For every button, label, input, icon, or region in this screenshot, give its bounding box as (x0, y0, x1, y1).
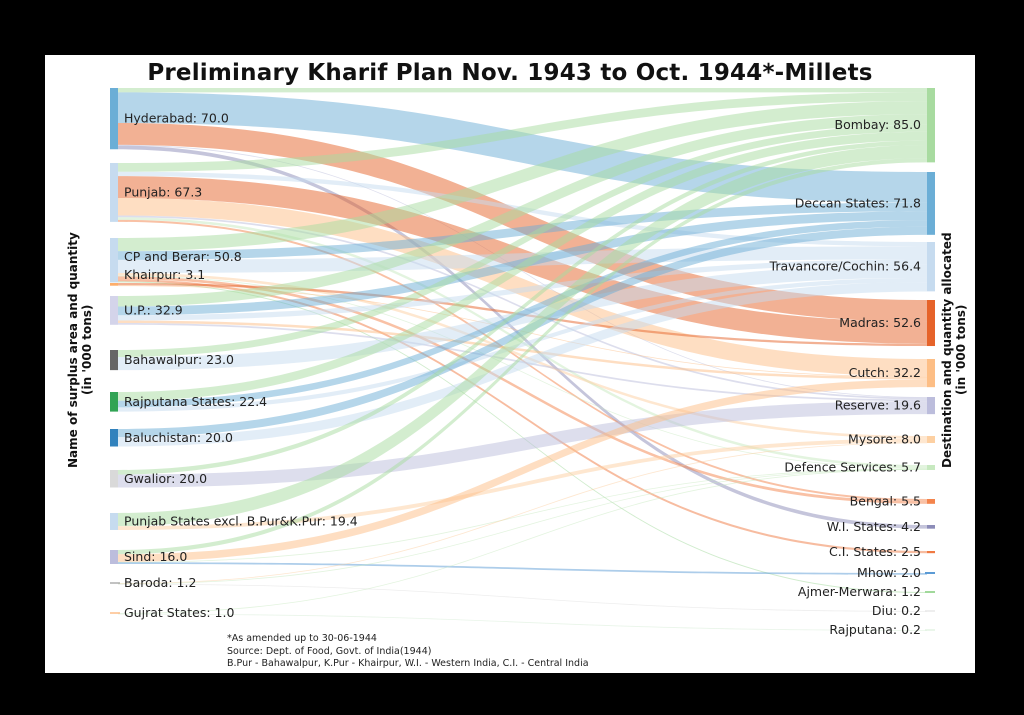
target-label: Diu: 0.2 (872, 603, 921, 618)
sankey-link (118, 320, 927, 380)
sankey-link (118, 379, 927, 562)
target-label: Madras: 52.6 (839, 315, 921, 330)
footnote-amended: *As amended up to 30-06-1944 (227, 633, 377, 644)
sankey-labels: Hyderabad: 70.0 Punjab: 67.3 CP and Berar:… (124, 111, 921, 637)
sankey-link (118, 202, 927, 260)
target-label: Bengal: 5.5 (850, 493, 921, 508)
footnotes: *As amended up to 30-06-1944 Source: Dep… (227, 633, 589, 671)
sankey-link (118, 562, 927, 575)
sankey-link (118, 438, 927, 530)
footnote-abbreviations: B.Pur - Bahawalpur, K.Pur - Khairpur, W.… (227, 658, 589, 669)
target-node[interactable] (927, 242, 935, 292)
sankey-link (118, 114, 927, 307)
target-label: Rajputana: 0.2 (829, 622, 921, 637)
source-node[interactable] (110, 350, 118, 371)
source-label: Hyderabad: 70.0 (124, 111, 229, 126)
target-label: Travancore/Cochin: 56.4 (769, 259, 921, 274)
source-node[interactable] (110, 296, 118, 325)
sankey-link (118, 158, 927, 555)
target-label: Bombay: 85.0 (835, 117, 922, 132)
target-label: Defence Services: 5.7 (784, 459, 921, 474)
sankey-link (118, 279, 927, 554)
source-label: Khairpur: 3.1 (124, 267, 205, 282)
source-node[interactable] (110, 163, 118, 222)
source-label: U.P.: 32.9 (124, 302, 183, 317)
source-label: Rajputana States: 22.4 (124, 394, 267, 409)
sankey-links (118, 88, 927, 631)
target-node[interactable] (927, 551, 935, 554)
sankey-link (118, 140, 927, 475)
sankey-link (118, 131, 927, 401)
target-node[interactable] (927, 300, 935, 347)
target-node[interactable] (927, 525, 935, 529)
target-label: C.I. States: 2.5 (829, 544, 921, 559)
sankey-link (118, 401, 927, 488)
sankey-nodes (110, 88, 935, 631)
target-label: Ajmer-Merwara: 1.2 (798, 584, 921, 599)
sankey-link (118, 281, 927, 594)
target-node[interactable] (927, 499, 935, 504)
source-label: Baroda: 1.2 (124, 575, 196, 590)
target-node[interactable] (927, 397, 935, 415)
target-label: Mhow: 2.0 (857, 565, 921, 580)
sankey-link (118, 282, 927, 447)
sankey-link (118, 276, 927, 504)
source-node[interactable] (110, 550, 118, 564)
source-node[interactable] (110, 88, 118, 150)
sankey-link (118, 145, 927, 527)
sankey-link (118, 468, 927, 563)
source-label: CP and Berar: 50.8 (124, 249, 242, 264)
source-node[interactable] (110, 392, 118, 412)
source-node[interactable] (110, 513, 118, 530)
sankey-link (118, 92, 927, 172)
target-label: Cutch: 32.2 (849, 365, 921, 380)
sankey-link (118, 442, 927, 584)
sankey-link (118, 92, 927, 203)
sankey-link (118, 613, 927, 631)
sankey-link (118, 124, 927, 357)
footnote-source: Source: Dept. of Food, Govt. of India(19… (227, 645, 432, 657)
sankey-link (118, 123, 927, 322)
source-label: Baluchistan: 20.0 (124, 430, 233, 445)
target-label: W.I. States: 4.2 (827, 519, 921, 534)
source-node[interactable] (110, 238, 118, 283)
sankey-link (118, 101, 927, 252)
sankey-link (118, 277, 927, 412)
source-node[interactable] (110, 283, 118, 286)
target-label: Mysore: 8.0 (848, 432, 921, 447)
target-label: Reserve: 19.6 (835, 398, 921, 413)
target-node[interactable] (927, 359, 935, 388)
sankey-link (118, 583, 927, 612)
target-node[interactable] (927, 172, 935, 235)
sankey-link (118, 469, 927, 614)
source-label: Gwalior: 20.0 (124, 471, 207, 486)
sankey-link (118, 198, 927, 377)
chart-title: Preliminary Kharif Plan Nov. 1943 to Oct… (147, 60, 873, 86)
source-label: Sind: 16.0 (124, 549, 187, 564)
sankey-link (118, 468, 927, 585)
target-label: Deccan States: 71.8 (795, 195, 921, 210)
target-node[interactable] (927, 465, 935, 470)
target-node[interactable] (927, 88, 935, 163)
target-node[interactable] (927, 436, 935, 443)
source-label: Gujrat States: 1.0 (124, 605, 234, 620)
sankey-link (118, 259, 927, 321)
sankey-link (118, 275, 927, 469)
sankey-link (118, 217, 927, 468)
sankey-link (118, 264, 927, 371)
source-label: Punjab: 67.3 (124, 184, 202, 199)
source-node[interactable] (110, 429, 118, 447)
sankey-link (118, 220, 927, 408)
source-label: Bahawalpur: 23.0 (124, 352, 234, 367)
source-node[interactable] (110, 470, 118, 488)
sankey-link (118, 88, 927, 93)
source-label: Punjab States excl. B.Pur&K.Pur: 19.4 (124, 513, 358, 528)
sankey-link (118, 144, 927, 398)
